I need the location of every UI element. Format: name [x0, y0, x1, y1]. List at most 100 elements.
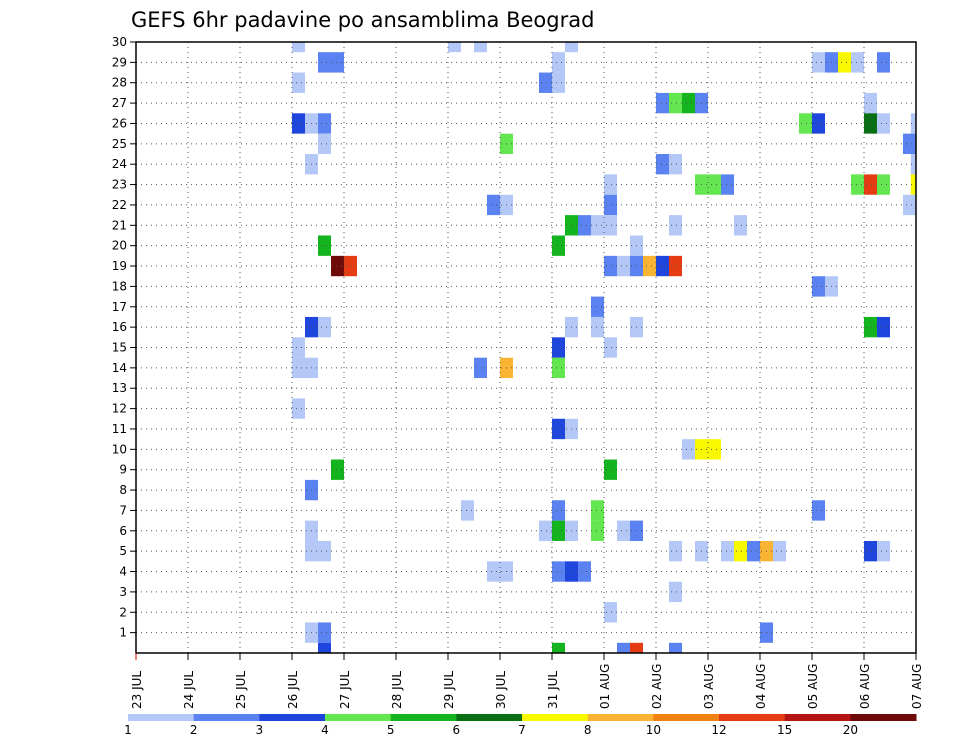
precip-cell — [318, 113, 331, 134]
precip-cell — [292, 357, 305, 379]
precip-cell — [474, 357, 487, 379]
x-tick-label: 23 JUL — [130, 671, 144, 709]
precip-cell — [331, 459, 344, 480]
y-tick-label: 25 — [112, 137, 127, 151]
y-tick-label: 20 — [112, 239, 127, 253]
precip-cell — [292, 42, 305, 53]
precip-cell — [604, 194, 617, 216]
precip-cell — [721, 174, 734, 195]
precip-cell — [617, 520, 630, 541]
precip-cell — [539, 520, 552, 541]
x-tick-label: 25 JUL — [234, 671, 248, 709]
y-tick-label: 5 — [119, 544, 127, 558]
colorbar-tick-label: 2 — [190, 723, 198, 737]
precip-cell — [318, 622, 331, 643]
precip-cell — [656, 154, 669, 175]
precip-cell — [721, 540, 734, 562]
y-tick-label: 14 — [112, 361, 127, 375]
precip-cell — [877, 316, 890, 338]
precip-cell — [318, 642, 331, 653]
y-tick-label: 26 — [112, 116, 127, 130]
colorbar-tick-label: 15 — [777, 723, 792, 737]
precip-cell — [591, 316, 604, 338]
precip-cell — [851, 52, 864, 73]
y-tick-label: 4 — [119, 565, 127, 579]
grid-layer — [136, 41, 916, 653]
colorbar-segment — [193, 714, 260, 721]
colorbar-tick-label: 3 — [256, 723, 264, 737]
precip-cell — [669, 642, 682, 653]
precip-cell — [643, 255, 656, 277]
precip-cell — [552, 337, 565, 358]
y-tick-label: 21 — [112, 218, 127, 232]
y-tick-label: 11 — [112, 422, 127, 436]
x-tick-label: 02 AUG — [650, 664, 664, 709]
y-tick-label: 3 — [119, 585, 127, 599]
precip-cell — [864, 92, 877, 114]
x-tick-label: 05 AUG — [806, 664, 820, 709]
precip-cell — [864, 113, 877, 134]
y-tick-label: 17 — [112, 300, 127, 314]
chart-title: GEFS 6hr padavine po ansamblima Beograd — [131, 8, 594, 32]
precip-cell — [910, 174, 916, 195]
precip-cell — [851, 174, 864, 195]
colorbar-tick-label: 1 — [124, 723, 132, 737]
colorbar: 1 2 3 4 5 6 7 8 10 12 15 20 — [124, 714, 917, 737]
y-tick-label: 1 — [119, 626, 127, 640]
precip-cell — [578, 561, 591, 582]
colorbar-segment — [390, 714, 457, 721]
colorbar-tick-label: 12 — [711, 723, 726, 737]
precip-cell — [903, 194, 916, 216]
precip-cell — [669, 215, 682, 236]
precip-cell — [910, 154, 916, 175]
precip-cell — [682, 439, 695, 460]
precip-cell — [448, 42, 461, 53]
y-tick-label: 23 — [112, 178, 127, 192]
x-tick-label: 26 JUL — [286, 671, 300, 709]
y-tick-label: 2 — [119, 605, 127, 619]
colorbar-segment — [653, 714, 720, 721]
precip-cell — [669, 581, 682, 603]
precip-cell — [773, 540, 786, 562]
precip-cell — [318, 235, 331, 256]
precip-cell — [318, 133, 331, 155]
precip-cell — [604, 215, 617, 236]
x-tick-label: 30 JUL — [494, 671, 508, 709]
y-tick-label: 29 — [112, 55, 127, 69]
colorbar-tick-label: 5 — [387, 723, 395, 737]
precip-cell — [318, 540, 331, 562]
precip-cell — [838, 52, 851, 73]
precip-cell — [669, 255, 682, 277]
precip-cell — [910, 113, 916, 134]
precip-cell — [877, 113, 890, 134]
precip-cell — [565, 42, 578, 53]
colorbar-tick-label: 8 — [584, 723, 592, 737]
y-tick-label: 30 — [112, 35, 127, 49]
x-tick-label: 29 JUL — [442, 671, 456, 709]
precip-cell — [292, 398, 305, 419]
precip-cell — [877, 52, 890, 73]
colorbar-segment — [325, 714, 392, 721]
precip-cell — [734, 215, 747, 236]
colorbar-segment — [850, 714, 917, 721]
precip-cell — [539, 72, 552, 93]
x-tick-label: 01 AUG — [598, 664, 612, 709]
y-tick-label: 10 — [112, 442, 127, 456]
precip-cell — [604, 174, 617, 195]
precip-cell — [292, 337, 305, 358]
precip-cell — [747, 540, 760, 562]
x-tick-label: 07 AUG — [910, 664, 924, 709]
colorbar-tick-label: 7 — [518, 723, 526, 737]
precip-cell — [292, 113, 305, 134]
precip-cell — [552, 500, 565, 521]
precip-cell — [591, 520, 604, 541]
colorbar-segment — [259, 714, 326, 721]
precip-cell — [552, 418, 565, 440]
precip-cell — [708, 439, 721, 460]
precip-cell — [656, 92, 669, 114]
precip-cell — [604, 459, 617, 480]
y-tick-label: 7 — [119, 503, 127, 517]
precip-cell — [552, 520, 565, 541]
y-tick-label: 13 — [112, 381, 127, 395]
